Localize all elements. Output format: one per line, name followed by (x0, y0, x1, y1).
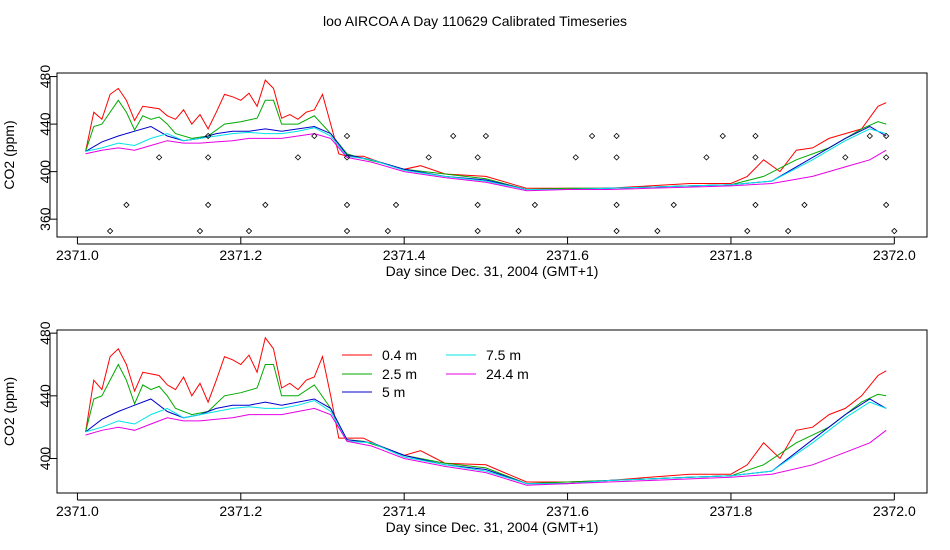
diamond-marker (311, 132, 318, 140)
x-tick-label: 2372.0 (873, 247, 916, 263)
y-tick-label: 480 (37, 65, 53, 89)
diamond-marker (204, 132, 212, 140)
diamond-marker (891, 227, 898, 235)
diamond-marker (155, 154, 163, 161)
series-line (85, 336, 887, 483)
y-axis-label: CO2 (ppm) (1, 377, 17, 446)
diamond-marker (196, 227, 204, 235)
diamond-marker (343, 154, 351, 161)
diamond-marker (245, 227, 253, 235)
x-axis-label: Day since Dec. 31, 2004 (GMT+1) (386, 519, 599, 535)
diamond-marker (670, 201, 677, 209)
series-line (85, 133, 887, 192)
diamond-marker (515, 227, 522, 235)
diamond-marker (294, 154, 302, 161)
diamond-marker (784, 227, 792, 235)
series-line (85, 363, 887, 485)
diamond-marker (613, 227, 620, 235)
x-tick-label: 2371.8 (710, 247, 753, 263)
diamond-marker (752, 201, 759, 209)
diamond-marker (531, 201, 539, 209)
legend-label: 0.4 m (382, 347, 417, 363)
series-line (85, 399, 887, 485)
diamond-marker (262, 201, 269, 209)
diamond-marker (744, 227, 751, 235)
x-tick-label: 2371.8 (710, 503, 753, 519)
diamond-marker (801, 201, 808, 209)
y-tick-label: 480 (37, 321, 53, 345)
diamond-marker (882, 201, 890, 209)
x-tick-label: 2371.4 (383, 503, 426, 519)
series-line (85, 79, 887, 189)
diamond-marker (123, 201, 130, 209)
y-tick-label: 440 (37, 384, 53, 408)
y-axis-label: CO2 (ppm) (1, 120, 17, 189)
legend-label: 7.5 m (486, 347, 521, 363)
series-line (85, 407, 887, 486)
x-axis-label: Day since Dec. 31, 2004 (GMT+1) (386, 263, 599, 279)
x-tick-label: 2371.2 (219, 247, 262, 263)
diamond-marker (588, 132, 596, 140)
diamond-marker (613, 201, 620, 209)
diamond-marker (204, 201, 212, 209)
diamond-marker (106, 227, 114, 235)
legend-label: 5 m (382, 384, 405, 400)
diamond-marker (384, 227, 392, 235)
plot-frame (56, 72, 928, 238)
diamond-marker (842, 154, 849, 161)
x-tick-label: 2371.0 (56, 247, 99, 263)
x-tick-label: 2371.4 (383, 247, 426, 263)
diamond-marker (204, 154, 212, 161)
y-tick-label: 400 (37, 447, 53, 471)
diamond-marker (572, 154, 579, 161)
x-tick-label: 2371.6 (546, 247, 589, 263)
y-tick-label: 360 (37, 207, 53, 231)
diamond-marker (343, 227, 351, 235)
diamond-marker (474, 154, 481, 161)
diamond-marker (392, 201, 400, 209)
diamond-marker (482, 132, 490, 140)
diamond-marker (752, 154, 759, 161)
y-tick-label: 440 (37, 112, 53, 136)
diamond-marker (719, 132, 726, 140)
diamond-marker (882, 154, 890, 161)
series-line (85, 127, 887, 190)
x-tick-label: 2372.0 (873, 503, 916, 519)
diamond-marker (450, 132, 457, 140)
diamond-marker (882, 132, 890, 140)
diamond-marker (752, 132, 759, 140)
diamond-marker (474, 227, 481, 235)
x-tick-label: 2371.2 (219, 503, 262, 519)
diamond-marker (613, 154, 620, 161)
legend-label: 24.4 m (486, 366, 529, 382)
diamond-marker (343, 201, 351, 209)
plot-frame (56, 329, 928, 494)
legend-label: 2.5 m (382, 366, 417, 382)
diamond-marker (703, 154, 710, 161)
y-tick-label: 400 (37, 160, 53, 184)
diamond-marker (866, 132, 873, 140)
diamond-marker (654, 227, 661, 235)
diamond-marker (474, 201, 481, 209)
x-tick-label: 2371.0 (56, 503, 99, 519)
diamond-marker (343, 132, 351, 140)
diamond-marker (613, 132, 620, 140)
x-tick-label: 2371.6 (546, 503, 589, 519)
diamond-marker (425, 154, 432, 161)
chart-title: loo AIRCOA A Day 110629 Calibrated Times… (323, 13, 627, 29)
